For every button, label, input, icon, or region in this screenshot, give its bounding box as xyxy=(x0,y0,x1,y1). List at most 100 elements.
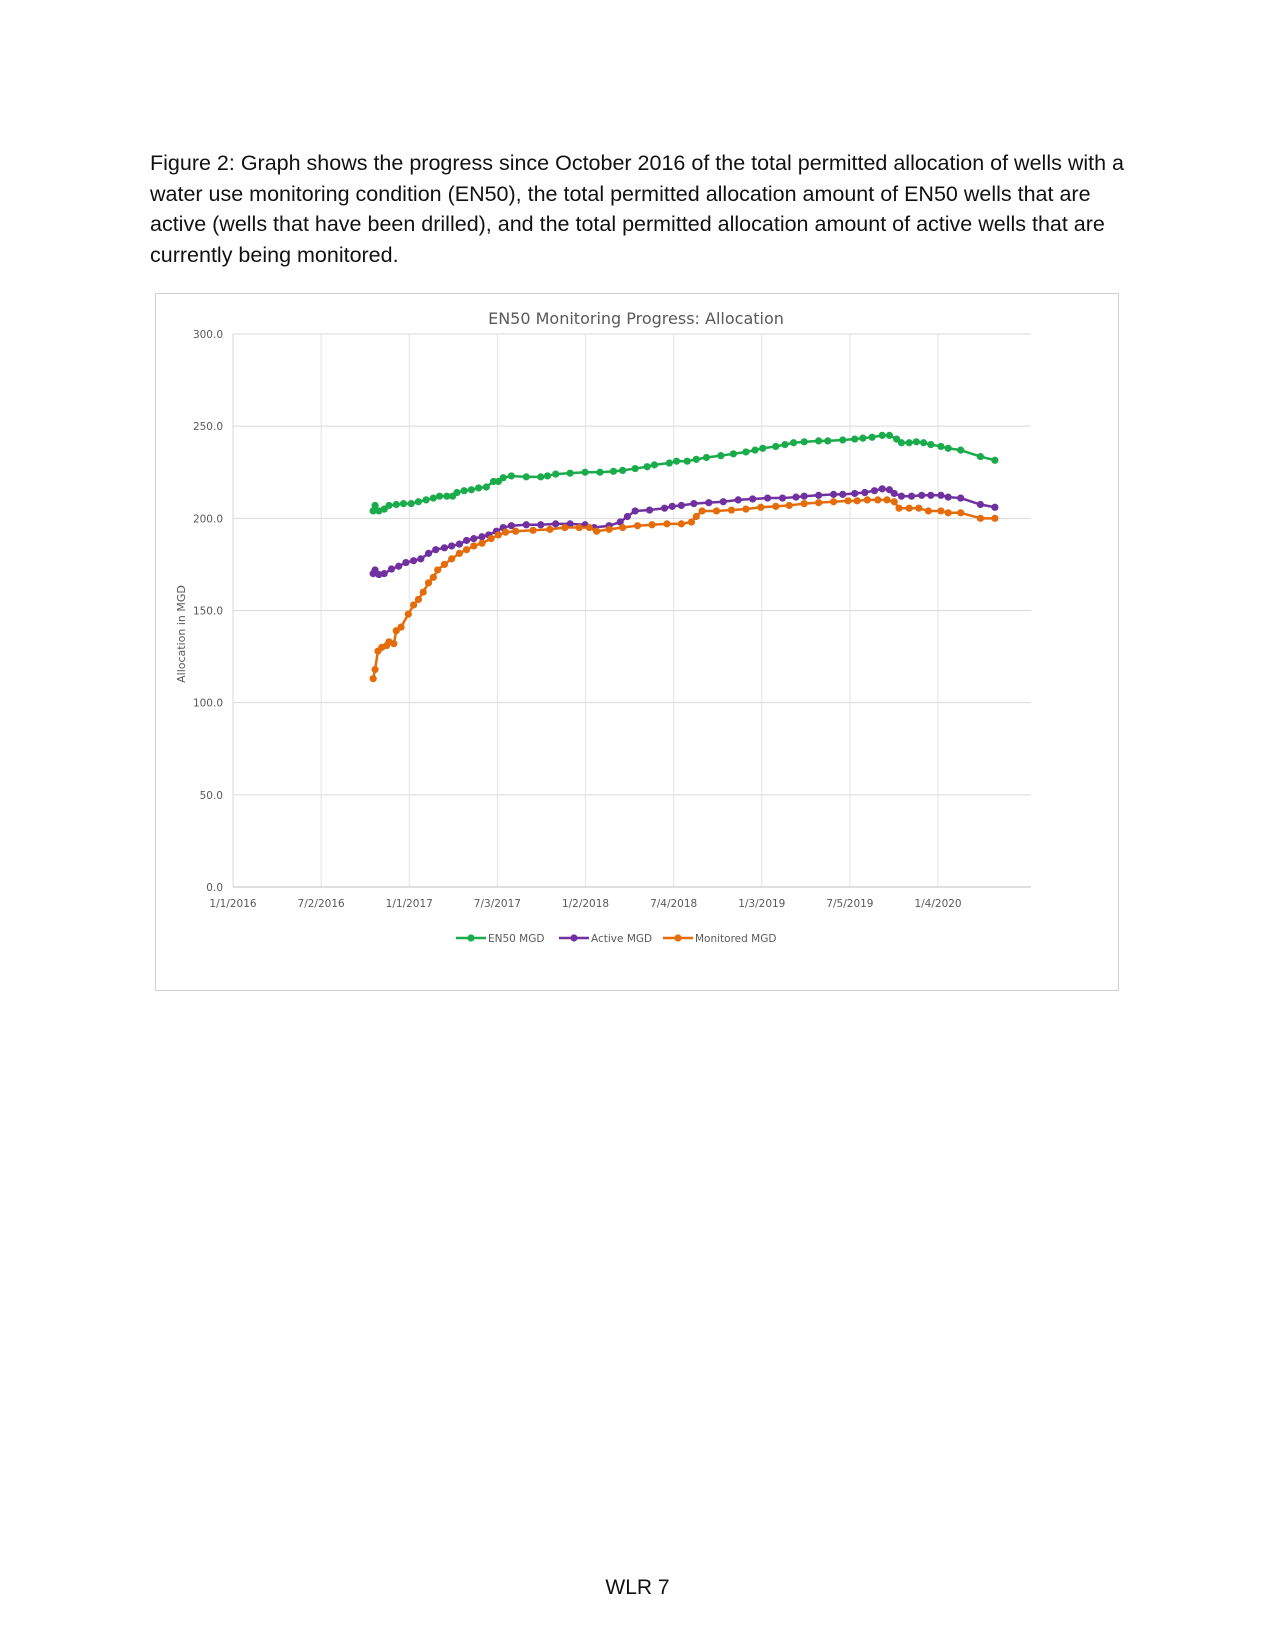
data-point xyxy=(800,499,808,508)
data-point xyxy=(440,560,449,569)
legend-item: Monitored MGD xyxy=(663,933,776,945)
data-point xyxy=(648,521,656,529)
data-point xyxy=(402,558,410,567)
data-point xyxy=(885,431,894,439)
data-point xyxy=(844,497,852,505)
data-point xyxy=(478,533,486,541)
data-point xyxy=(404,610,412,618)
data-point xyxy=(705,499,713,507)
data-point xyxy=(581,468,589,476)
data-point xyxy=(957,509,965,517)
data-point xyxy=(824,437,832,445)
data-point xyxy=(924,507,933,515)
data-point xyxy=(380,570,388,578)
data-point xyxy=(609,467,618,475)
data-point xyxy=(863,496,871,504)
axes: 0.0 50.0 100.0 150.0 200.0 250.0 300.0 1/1/2016… xyxy=(193,329,1031,910)
legend-item: Active MGD xyxy=(559,933,652,945)
legend-item: EN50 MGD xyxy=(456,933,544,945)
y-tick-label: 50.0 xyxy=(200,790,223,802)
data-point xyxy=(410,601,418,609)
data-point xyxy=(650,461,658,469)
data-point xyxy=(633,522,642,530)
data-point xyxy=(785,501,793,510)
y-tick-label: 150.0 xyxy=(193,606,223,618)
data-point xyxy=(663,520,671,528)
data-point xyxy=(927,441,935,449)
series-line xyxy=(371,498,995,679)
data-point xyxy=(829,498,838,506)
data-point xyxy=(757,503,765,511)
data-point xyxy=(369,507,377,515)
data-point xyxy=(944,509,952,517)
data-point xyxy=(672,457,681,465)
page-footer: WLR 7 xyxy=(605,1576,670,1599)
data-point xyxy=(815,499,823,507)
data-point xyxy=(937,491,945,499)
y-axis-label: Allocation in MGD xyxy=(175,585,188,683)
legend-marker xyxy=(570,934,578,942)
data-point xyxy=(385,501,393,510)
data-point xyxy=(749,495,757,503)
series-lines xyxy=(369,431,999,683)
data-point xyxy=(763,494,772,502)
data-point xyxy=(905,439,913,447)
data-point xyxy=(369,675,377,683)
data-point xyxy=(552,470,560,478)
y-tick-label: 250.0 xyxy=(193,421,223,433)
data-point xyxy=(575,523,583,532)
data-point xyxy=(839,490,847,498)
data-point xyxy=(470,535,478,543)
data-point xyxy=(462,536,471,545)
y-tick-label: 300.0 xyxy=(193,329,223,341)
data-point xyxy=(778,494,787,502)
data-point xyxy=(890,489,898,498)
x-tick-label: 1/1/2017 xyxy=(386,898,433,910)
data-point xyxy=(751,446,759,454)
data-point xyxy=(677,501,685,510)
data-point xyxy=(522,521,530,529)
data-point xyxy=(371,665,379,674)
data-point xyxy=(397,623,405,631)
data-point xyxy=(907,492,916,500)
data-point xyxy=(890,498,898,506)
data-point xyxy=(957,446,965,454)
data-point xyxy=(839,436,847,444)
data-point xyxy=(482,483,490,491)
data-point xyxy=(566,469,574,477)
data-point xyxy=(683,457,691,465)
data-point xyxy=(759,444,767,452)
data-point xyxy=(991,503,999,511)
data-point xyxy=(440,544,449,552)
data-point xyxy=(645,506,654,514)
data-point xyxy=(631,507,639,515)
data-point xyxy=(585,523,593,532)
data-point xyxy=(375,570,383,579)
data-point xyxy=(772,502,780,510)
data-point xyxy=(399,499,408,508)
data-point xyxy=(712,507,721,515)
data-point xyxy=(874,496,882,504)
data-point xyxy=(789,439,798,447)
data-point xyxy=(690,499,698,508)
data-point xyxy=(692,455,700,463)
data-point xyxy=(512,527,520,535)
data-point xyxy=(410,557,418,565)
data-point xyxy=(829,490,838,498)
data-point xyxy=(878,485,886,493)
x-tick-label: 1/1/2016 xyxy=(209,898,256,910)
data-point xyxy=(800,492,808,500)
data-point xyxy=(868,433,876,441)
data-point xyxy=(897,492,906,500)
data-point xyxy=(665,459,673,467)
line-chart: EN50 Monitoring Progress: Allocation All… xyxy=(175,309,1031,945)
data-point xyxy=(462,546,471,554)
data-point xyxy=(424,549,433,557)
data-point xyxy=(417,555,425,563)
data-point xyxy=(537,473,545,481)
data-point xyxy=(800,438,808,446)
data-point xyxy=(494,531,502,539)
data-point xyxy=(853,497,861,505)
data-point xyxy=(870,487,879,495)
data-point xyxy=(772,442,780,451)
